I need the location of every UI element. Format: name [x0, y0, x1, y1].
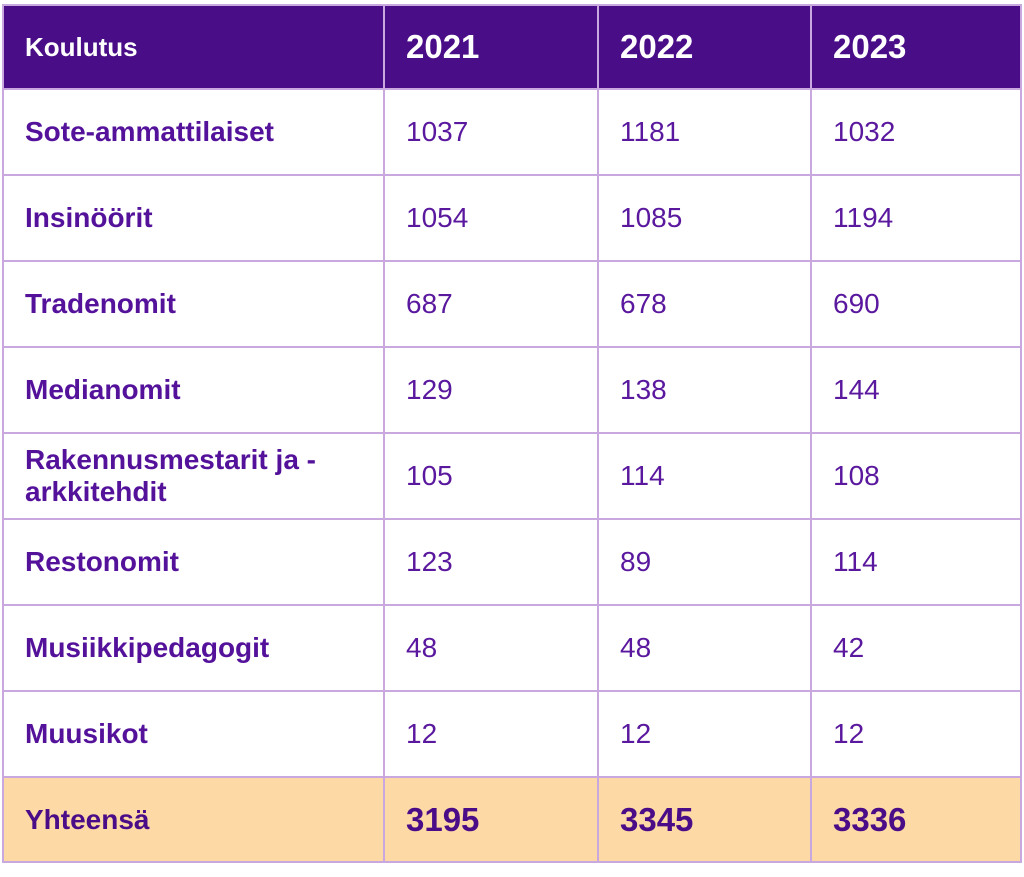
row-label: Medianomit — [2, 346, 385, 434]
value-cell-2022: 1085 — [597, 174, 812, 262]
value-cell-2021: 129 — [383, 346, 599, 434]
value-cell-2022: 12 — [597, 690, 812, 778]
value-cell-2021: 123 — [383, 518, 599, 606]
education-graduates-table: Koulutus 2021 2022 2023 Sote-ammattilais… — [2, 4, 1022, 863]
table-row-insinoorit: Insinöörit 1054 1085 1194 — [2, 174, 1022, 262]
column-header-2022: 2022 — [597, 4, 812, 90]
row-label: Insinöörit — [2, 174, 385, 262]
table-header: Koulutus 2021 2022 2023 — [2, 4, 1022, 90]
value-cell-2023: 12 — [810, 690, 1022, 778]
value-cell-2022: 48 — [597, 604, 812, 692]
value-cell-2021: 1054 — [383, 174, 599, 262]
row-label: Musiikkipedagogit — [2, 604, 385, 692]
value-cell-2021: 12 — [383, 690, 599, 778]
table-row-total: Yhteensä 3195 3345 3336 — [2, 776, 1022, 863]
value-cell-2023: 108 — [810, 432, 1022, 520]
value-cell-2022: 138 — [597, 346, 812, 434]
table-row-restonomit: Restonomit 123 89 114 — [2, 518, 1022, 606]
value-cell-2021: 105 — [383, 432, 599, 520]
row-label: Muusikot — [2, 690, 385, 778]
value-cell-2021: 687 — [383, 260, 599, 348]
row-label: Restonomit — [2, 518, 385, 606]
column-header-koulutus: Koulutus — [2, 4, 385, 90]
table-row-medianomit: Medianomit 129 138 144 — [2, 346, 1022, 434]
value-cell-2023: 1194 — [810, 174, 1022, 262]
value-cell-2023: 114 — [810, 518, 1022, 606]
total-value-2023: 3336 — [810, 776, 1022, 863]
value-cell-2022: 89 — [597, 518, 812, 606]
table-row-muusikot: Muusikot 12 12 12 — [2, 690, 1022, 778]
value-cell-2022: 678 — [597, 260, 812, 348]
value-cell-2023: 1032 — [810, 88, 1022, 176]
header-row: Koulutus 2021 2022 2023 — [2, 4, 1022, 90]
row-label: Tradenomit — [2, 260, 385, 348]
value-cell-2023: 690 — [810, 260, 1022, 348]
table-row-musiikkipedagogit: Musiikkipedagogit 48 48 42 — [2, 604, 1022, 692]
value-cell-2023: 144 — [810, 346, 1022, 434]
column-header-2023: 2023 — [810, 4, 1022, 90]
value-cell-2021: 48 — [383, 604, 599, 692]
table-row-sote-ammattilaiset: Sote-ammattilaiset 1037 1181 1032 — [2, 88, 1022, 176]
value-cell-2022: 114 — [597, 432, 812, 520]
column-header-2021: 2021 — [383, 4, 599, 90]
table-row-rakennusmestarit-ja-arkkitehdit: Rakennusmestarit ja -arkkitehdit 105 114… — [2, 432, 1022, 520]
table-body: Sote-ammattilaiset 1037 1181 1032 Insinö… — [2, 88, 1022, 863]
row-label: Sote-ammattilaiset — [2, 88, 385, 176]
value-cell-2021: 1037 — [383, 88, 599, 176]
value-cell-2023: 42 — [810, 604, 1022, 692]
total-value-2022: 3345 — [597, 776, 812, 863]
total-value-2021: 3195 — [383, 776, 599, 863]
row-label: Rakennusmestarit ja -arkkitehdit — [2, 432, 385, 520]
table-row-tradenomit: Tradenomit 687 678 690 — [2, 260, 1022, 348]
total-row-label: Yhteensä — [2, 776, 385, 863]
value-cell-2022: 1181 — [597, 88, 812, 176]
